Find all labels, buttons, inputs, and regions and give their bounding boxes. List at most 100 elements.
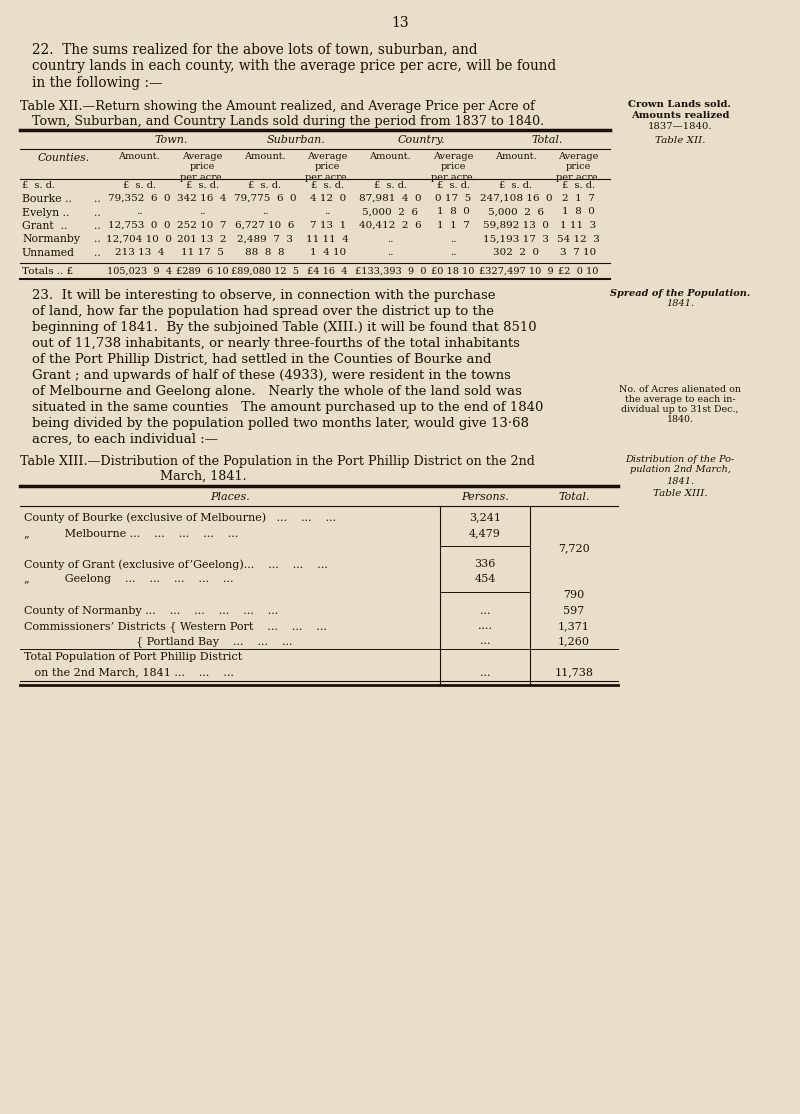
Text: 3,241: 3,241: [469, 512, 501, 522]
Text: Amount.: Amount.: [370, 152, 411, 162]
Text: 7 13  1: 7 13 1: [310, 221, 346, 229]
Text: 252 10  7: 252 10 7: [178, 221, 227, 229]
Text: County of Bourke (exclusive of Melbourne)   ...    ...    ...: County of Bourke (exclusive of Melbourne…: [24, 512, 336, 524]
Text: £  s. d.: £ s. d.: [123, 180, 156, 190]
Text: 88  8  8: 88 8 8: [245, 248, 285, 257]
Text: 79,352  6  0: 79,352 6 0: [108, 194, 170, 203]
Text: dividual up to 31st Dec.,: dividual up to 31st Dec.,: [622, 404, 738, 413]
Text: situated in the same counties   The amount purchased up to the end of 1840: situated in the same counties The amount…: [32, 401, 543, 413]
Text: ..: ..: [94, 235, 101, 244]
Text: „          Geelong    ...    ...    ...    ...    ...: „ Geelong ... ... ... ... ...: [24, 575, 234, 585]
Text: of land, how far the population had spread over the district up to the: of land, how far the population had spre…: [32, 304, 494, 317]
Text: of the Port Phillip District, had settled in the Counties of Bourke and: of the Port Phillip District, had settle…: [32, 352, 491, 365]
Text: ...: ...: [480, 636, 490, 646]
Text: Evelyn ..: Evelyn ..: [22, 207, 70, 217]
Text: ..: ..: [324, 207, 331, 216]
Text: country lands in each county, with the average price per acre, will be found: country lands in each county, with the a…: [32, 59, 556, 74]
Text: Amount.: Amount.: [118, 152, 160, 162]
Text: 5,000  2  6: 5,000 2 6: [488, 207, 544, 216]
Text: Town.: Town.: [154, 135, 187, 145]
Text: 302  2  0: 302 2 0: [493, 248, 539, 257]
Text: Table XII.—Return showing the Amount realized, and Average Price per Acre of: Table XII.—Return showing the Amount rea…: [20, 100, 535, 113]
Text: Grant  ..: Grant ..: [22, 221, 67, 231]
Text: Commissioners’ Districts { Western Port    ...    ...    ...: Commissioners’ Districts { Western Port …: [24, 620, 327, 632]
Text: 13: 13: [391, 16, 409, 30]
Text: Table XIII.—Distribution of the Population in the Port Phillip District on the 2: Table XIII.—Distribution of the Populati…: [20, 455, 535, 468]
Text: out of 11,738 inhabitants, or nearly three-fourths of the total inhabitants: out of 11,738 inhabitants, or nearly thr…: [32, 336, 520, 350]
Text: £327,497 10  9: £327,497 10 9: [478, 266, 553, 275]
Text: Average
price
per acre.: Average price per acre.: [306, 152, 350, 182]
Text: £89,080 12  5: £89,080 12 5: [231, 266, 299, 275]
Text: 247,108 16  0: 247,108 16 0: [479, 194, 552, 203]
Text: ..: ..: [94, 194, 101, 204]
Text: ..: ..: [136, 207, 142, 216]
Text: No. of Acres alienated on: No. of Acres alienated on: [619, 384, 741, 393]
Text: ....: ....: [478, 620, 492, 631]
Text: £  s. d.: £ s. d.: [562, 180, 595, 190]
Text: ...: ...: [480, 667, 490, 677]
Text: Table XII.: Table XII.: [654, 136, 706, 145]
Text: 1841.: 1841.: [666, 477, 694, 486]
Text: £  s. d.: £ s. d.: [311, 180, 344, 190]
Text: County of Normanby ...    ...    ...    ...    ...    ...: County of Normanby ... ... ... ... ... .…: [24, 606, 278, 616]
Text: 87,981  4  0: 87,981 4 0: [359, 194, 422, 203]
Text: ..: ..: [94, 248, 101, 258]
Text: Unnamed: Unnamed: [22, 248, 75, 258]
Text: Average
price
per acre.: Average price per acre.: [556, 152, 601, 182]
Text: 336: 336: [474, 559, 496, 569]
Text: 5,000  2  6: 5,000 2 6: [362, 207, 418, 216]
Text: 7,720: 7,720: [558, 544, 590, 554]
Text: 0 17  5: 0 17 5: [435, 194, 471, 203]
Text: ..: ..: [94, 207, 101, 217]
Text: £  s. d.: £ s. d.: [437, 180, 470, 190]
Text: 213 13  4: 213 13 4: [114, 248, 164, 257]
Text: £0 18 10: £0 18 10: [431, 266, 475, 275]
Text: ..: ..: [450, 235, 456, 244]
Text: Total Population of Port Phillip District: Total Population of Port Phillip Distric…: [24, 652, 242, 662]
Text: Distribution of the Po-: Distribution of the Po-: [626, 455, 734, 463]
Text: 1  4 10: 1 4 10: [310, 248, 346, 257]
Text: the average to each in-: the average to each in-: [625, 394, 735, 403]
Text: 1,371: 1,371: [558, 620, 590, 631]
Text: Amount.: Amount.: [495, 152, 537, 162]
Text: £2  0 10: £2 0 10: [558, 266, 599, 275]
Text: Amount.: Amount.: [244, 152, 286, 162]
Text: beginning of 1841.  By the subjoined Table (XIII.) it will be found that 8510: beginning of 1841. By the subjoined Tabl…: [32, 321, 537, 333]
Text: 79,775  6  0: 79,775 6 0: [234, 194, 296, 203]
Text: Persons.: Persons.: [461, 492, 509, 502]
Text: 201 13  2: 201 13 2: [178, 235, 227, 244]
Text: 54 12  3: 54 12 3: [557, 235, 600, 244]
Text: 1 11  3: 1 11 3: [561, 221, 597, 229]
Text: £133,393  9  0: £133,393 9 0: [354, 266, 426, 275]
Text: £  s. d.: £ s. d.: [22, 180, 55, 190]
Text: 23.  It will be interesting to observe, in connection with the purchase: 23. It will be interesting to observe, i…: [32, 289, 495, 302]
Text: County of Grant (exclusive of’Geelong)...    ...    ...    ...: County of Grant (exclusive of’Geelong)..…: [24, 559, 328, 569]
Text: Places.: Places.: [210, 492, 250, 502]
Text: „          Melbourne ...    ...    ...    ...    ...: „ Melbourne ... ... ... ... ...: [24, 528, 238, 538]
Text: Average
price
per acre.: Average price per acre.: [180, 152, 225, 182]
Text: 59,892 13  0: 59,892 13 0: [483, 221, 549, 229]
Text: Spread of the Population.: Spread of the Population.: [610, 289, 750, 297]
Text: Grant ; and upwards of half of these (4933), were resident in the towns: Grant ; and upwards of half of these (49…: [32, 369, 511, 381]
Text: 11 17  5: 11 17 5: [181, 248, 223, 257]
Text: being divided by the population polled two months later, would give 13·68: being divided by the population polled t…: [32, 417, 529, 430]
Text: 4,479: 4,479: [469, 528, 501, 538]
Text: Suburban.: Suburban.: [267, 135, 326, 145]
Text: 1  8  0: 1 8 0: [562, 207, 595, 216]
Text: 11,738: 11,738: [554, 667, 594, 677]
Text: 597: 597: [563, 606, 585, 616]
Text: 4 12  0: 4 12 0: [310, 194, 346, 203]
Text: Total.: Total.: [558, 492, 590, 502]
Text: ..: ..: [387, 248, 394, 257]
Text: acres, to each individual :—: acres, to each individual :—: [32, 432, 218, 446]
Text: 12,753  0  0: 12,753 0 0: [108, 221, 170, 229]
Text: ..: ..: [450, 248, 456, 257]
Text: 105,023  9  4: 105,023 9 4: [107, 266, 172, 275]
Text: { Portland Bay    ...    ...    ...: { Portland Bay ... ... ...: [24, 636, 293, 647]
Text: Counties.: Counties.: [38, 153, 90, 163]
Text: £289  6 10: £289 6 10: [176, 266, 229, 275]
Text: ...: ...: [480, 606, 490, 616]
Text: £  s. d.: £ s. d.: [499, 180, 533, 190]
Text: on the 2nd March, 1841 ...    ...    ...: on the 2nd March, 1841 ... ... ...: [24, 667, 234, 677]
Text: Bourke ..: Bourke ..: [22, 194, 72, 204]
